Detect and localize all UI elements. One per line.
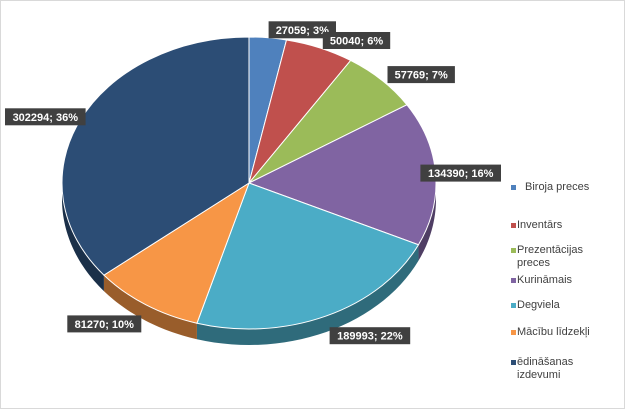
pie-slice xyxy=(103,181,250,324)
legend-swatch xyxy=(511,278,516,283)
legend-swatch xyxy=(511,360,516,365)
legend-label: Inventārs xyxy=(517,219,563,231)
legend-label: Mācību līdzekļi xyxy=(517,326,590,338)
legend-label: Kurināmais xyxy=(517,274,573,286)
data-label: 27059; 3% xyxy=(268,21,336,39)
data-label-box xyxy=(268,21,336,39)
data-label-box xyxy=(329,327,411,345)
legend-item: Inventārs xyxy=(501,219,619,244)
data-label-text: 57769; 7% xyxy=(395,70,448,82)
data-label: 134390; 16% xyxy=(420,164,501,182)
data-label-box xyxy=(387,66,455,84)
data-label-text: 50040; 6% xyxy=(330,36,383,48)
data-label-text: 27059; 3% xyxy=(276,25,329,37)
data-label-text: 134390; 16% xyxy=(428,168,494,180)
data-label-box xyxy=(67,315,142,333)
legend-item: Kurināmais xyxy=(501,274,619,299)
data-label: 81270; 10% xyxy=(67,315,142,333)
legend-swatch xyxy=(511,248,516,253)
legend-item: Prezentācijas preces xyxy=(501,244,619,274)
legend-label: Biroja preces xyxy=(525,181,590,193)
legend-swatch xyxy=(511,303,516,308)
legend-item: Biroja preces xyxy=(501,181,619,219)
legend-label: Degviela xyxy=(517,299,560,311)
legend-item: ēdināšanas izdevumi xyxy=(501,356,619,386)
pie-slice xyxy=(196,182,420,330)
data-label: 189993; 22% xyxy=(329,327,411,345)
data-label: 302294; 36% xyxy=(5,108,86,126)
legend-swatch xyxy=(511,223,516,228)
data-label-box xyxy=(322,32,391,49)
legend-swatch xyxy=(511,330,516,335)
legend-swatch xyxy=(511,185,516,190)
legend-label: ēdināšanas izdevumi xyxy=(517,356,574,381)
legend-label: Prezentācijas preces xyxy=(517,244,584,269)
data-label-text: 302294; 36% xyxy=(13,112,79,124)
data-label-box xyxy=(5,108,86,126)
data-label: 50040; 6% xyxy=(322,32,391,49)
data-label-text: 81270; 10% xyxy=(75,319,135,331)
data-label-text: 189993; 22% xyxy=(337,331,403,343)
legend: Biroja preces Inventārs Prezentācijas pr… xyxy=(501,181,619,386)
legend-item: Degviela xyxy=(501,299,619,326)
legend-item: Mācību līdzekļi xyxy=(501,326,619,356)
pie-slice-side xyxy=(418,183,436,261)
data-label: 57769; 7% xyxy=(387,66,455,84)
data-label-box xyxy=(420,164,501,182)
pie-slice-side xyxy=(196,244,419,345)
